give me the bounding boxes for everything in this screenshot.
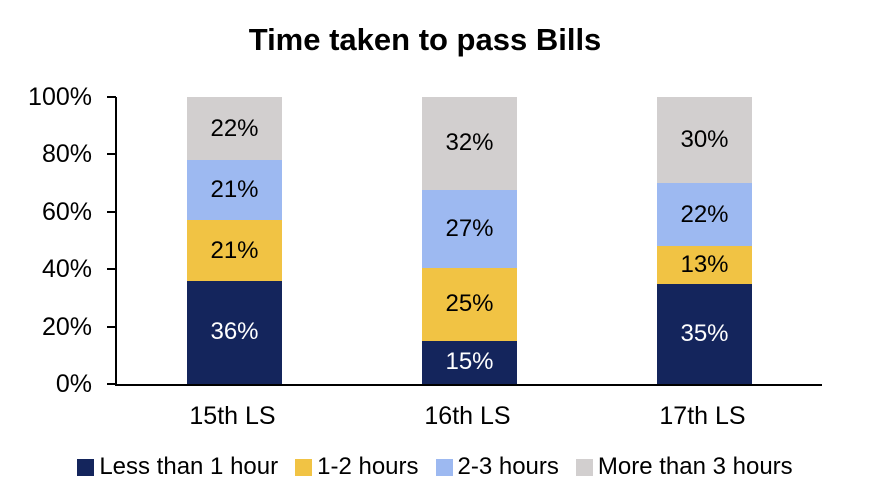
bar-segment: 21% bbox=[187, 160, 282, 221]
bars-row: 36% 21% 21% 22% 15% 25% 27% 32% 35% 13% 22% 30% bbox=[117, 97, 822, 384]
y-axis-tick-label: 0% bbox=[55, 370, 92, 398]
y-axis-tick-label: 100% bbox=[28, 83, 92, 111]
bar-segment-data-label: 30% bbox=[680, 126, 729, 154]
bar-16th-ls: 15% 25% 27% 32% bbox=[422, 97, 517, 384]
legend-label: More than 3 hours bbox=[597, 453, 793, 480]
bar-17th-ls: 35% 13% 22% 30% bbox=[657, 97, 752, 384]
y-axis-tick-label: 80% bbox=[41, 140, 92, 169]
bar-segment-data-label: 27% bbox=[445, 214, 494, 242]
y-axis-tick-mark bbox=[107, 153, 116, 156]
y-axis-tick-label: 40% bbox=[41, 255, 92, 284]
bar-segment-data-label: 25% bbox=[445, 290, 494, 318]
legend-label: 2-3 hours bbox=[457, 453, 559, 480]
bar-segment: 21% bbox=[187, 220, 282, 281]
legend-swatch-icon bbox=[77, 458, 95, 476]
legend-label: Less than 1 hour bbox=[99, 453, 279, 480]
y-axis-tick-mark bbox=[107, 210, 116, 213]
bar-segment: 22% bbox=[187, 97, 282, 161]
bar-segment: 22% bbox=[657, 183, 752, 247]
bar-segment-data-label: 36% bbox=[210, 318, 259, 346]
bar-segment-data-label: 21% bbox=[210, 176, 259, 204]
bar-segment-data-label: 22% bbox=[210, 114, 259, 142]
bar-segment-data-label: 22% bbox=[680, 200, 729, 228]
bar-segment: 27% bbox=[422, 189, 517, 269]
legend-swatch-icon bbox=[575, 458, 593, 476]
bar-segment-data-label: 32% bbox=[445, 129, 494, 157]
y-axis-tick-label: 20% bbox=[41, 312, 92, 341]
bar-segment-data-label: 21% bbox=[210, 236, 259, 264]
bar-segment: 36% bbox=[187, 280, 282, 384]
legend-item: 1-2 hours bbox=[295, 453, 419, 481]
y-axis-tick-mark bbox=[107, 268, 116, 271]
y-axis-tick-mark bbox=[107, 383, 116, 385]
legend-item: 2-3 hours bbox=[435, 453, 559, 481]
bar-segment: 15% bbox=[422, 340, 517, 384]
bar-segment: 13% bbox=[657, 246, 752, 284]
legend-item: More than 3 hours bbox=[575, 453, 793, 481]
bar-segment-data-label: 13% bbox=[680, 250, 729, 278]
y-axis-tick-label: 60% bbox=[41, 197, 92, 226]
chart-title: Time taken to pass Bills bbox=[248, 22, 602, 57]
bar-segment: 32% bbox=[422, 97, 517, 190]
legend-swatch-icon bbox=[295, 458, 313, 476]
legend-swatch-icon bbox=[435, 458, 453, 476]
x-axis-category-labels: 15th LS 16th LS 17th LS bbox=[115, 402, 820, 431]
x-axis-category-label: 15th LS bbox=[189, 402, 276, 430]
bar-segment-data-label: 35% bbox=[680, 319, 729, 347]
legend-item: Less than 1 hour bbox=[77, 453, 278, 481]
x-axis-category-label: 16th LS bbox=[424, 402, 511, 430]
bar-segment: 30% bbox=[657, 97, 752, 184]
y-axis-tick-mark bbox=[107, 325, 116, 328]
legend-label: 1-2 hours bbox=[317, 453, 419, 480]
bar-segment-data-label: 15% bbox=[445, 348, 494, 376]
legend: Less than 1 hour 1-2 hours 2-3 hours More t… bbox=[0, 453, 870, 481]
bar-15th-ls: 36% 21% 21% 22% bbox=[187, 97, 282, 384]
plot-area: 36% 21% 21% 22% 15% 25% 27% 32% 35% 13% 22% 30% bbox=[115, 97, 822, 386]
y-axis-tick-mark bbox=[107, 96, 116, 98]
bar-segment: 25% bbox=[422, 268, 517, 341]
bar-segment: 35% bbox=[657, 283, 752, 384]
x-axis-category-label: 17th LS bbox=[659, 402, 746, 430]
